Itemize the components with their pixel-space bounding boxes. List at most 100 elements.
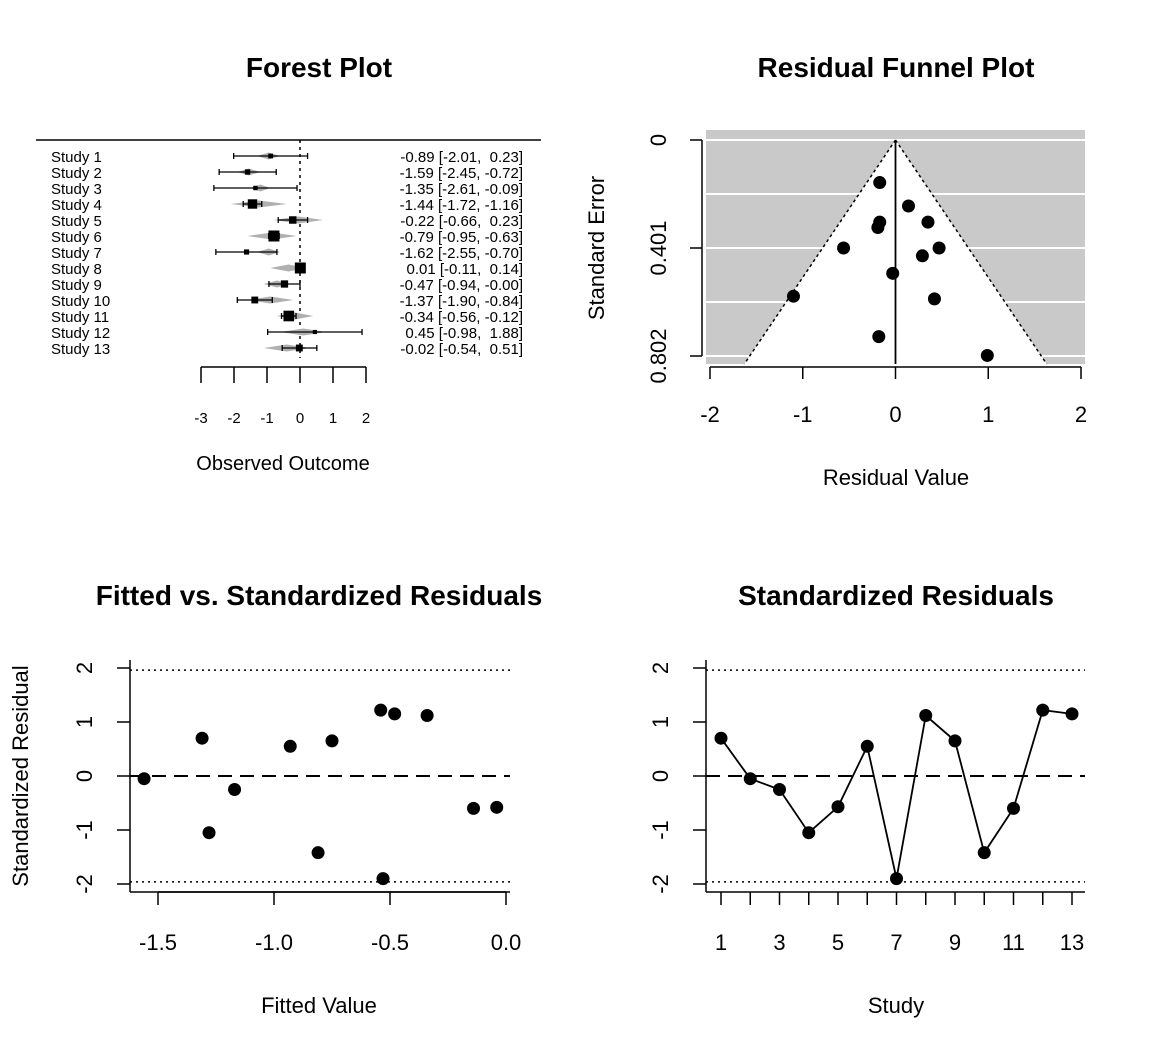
funnel-y-axis-label: Standard Error	[584, 176, 609, 320]
stdres-point	[890, 872, 903, 886]
fitted-x-tick-label: -1.0	[255, 930, 293, 955]
forest-estimate-square	[251, 296, 259, 304]
forest-estimate-square	[280, 280, 289, 288]
stdres-point	[743, 772, 757, 786]
funnel-y-tick-label: 0.401	[646, 220, 671, 275]
forest-study-label: Study 13	[51, 341, 110, 358]
forest-study-label: Study 12	[51, 325, 110, 342]
fitted-y-tick-label: 0	[72, 770, 97, 782]
stdres-point	[860, 739, 874, 753]
fitted-point	[490, 800, 504, 814]
forest-estimate-square	[247, 199, 258, 209]
funnel-x-tick-label: -2	[700, 402, 720, 427]
forest-study-label: Study 9	[51, 277, 102, 294]
forest-study-label: Study 3	[51, 181, 102, 198]
stdres-point	[1007, 801, 1020, 815]
stdres-point	[773, 783, 786, 796]
forest-study-label: Study 1	[51, 149, 102, 166]
forest-estimate-text: -1.35 [-2.61, -0.09]	[400, 181, 523, 198]
forest-estimate-square	[283, 310, 295, 322]
forest-study-label: Study 7	[51, 245, 102, 262]
fitted-point	[283, 739, 297, 753]
forest-estimate-square	[294, 262, 306, 274]
forest-estimate-text: -1.59 [-2.45, -0.72]	[400, 165, 523, 182]
fitted-point	[202, 826, 216, 840]
forest-estimate-square	[244, 169, 251, 175]
funnel-y-tick-label: 0.802	[646, 328, 671, 383]
funnel-point	[915, 249, 929, 263]
fitted-point	[467, 801, 481, 815]
funnel-point	[886, 266, 900, 280]
fitted-y-tick-label: -2	[72, 874, 97, 894]
forest-estimate-square	[243, 249, 250, 255]
forest-x-tick-label: 0	[296, 410, 304, 427]
forest-estimate-text: -0.02 [-0.54, 0.51]	[400, 341, 523, 358]
funnel-y-tick-label: 0	[646, 134, 671, 146]
stdres-y-tick-label: 1	[648, 716, 673, 728]
stdres-y-tick-label: 0	[648, 770, 673, 782]
fitted-x-tick-label: -1.5	[139, 930, 177, 955]
forest-study-label: Study 11	[51, 309, 109, 326]
forest-estimate-square	[253, 185, 258, 191]
fitted-vs-residuals-panel: Fitted vs. Standardized Residuals -2 -1 0 1 2…	[8, 580, 542, 1018]
funnel-x-axis-label: Residual Value	[823, 465, 969, 490]
stdres-x-tick-label: 5	[832, 930, 844, 955]
forest-estimate-square	[268, 153, 273, 159]
fitted-y-axis-label: Standardized Residual	[8, 665, 33, 886]
stdres-x-tick-label: 11	[1002, 930, 1025, 955]
forest-estimate-text: 0.01 [-0.11, 0.14]	[402, 261, 523, 278]
stdres-point	[1036, 703, 1050, 717]
stdres-y-tick-label: 2	[648, 662, 673, 674]
forest-study-label: Study 5	[51, 213, 102, 230]
fitted-plot-title: Fitted vs. Standardized Residuals	[96, 580, 543, 611]
forest-estimate-square	[312, 329, 317, 335]
fitted-point	[388, 707, 402, 721]
fitted-y-tick-label: 2	[72, 662, 97, 674]
forest-study-label: Study 4	[51, 197, 102, 214]
fitted-point	[228, 783, 242, 796]
forest-study-label: Study 8	[51, 261, 102, 278]
forest-estimate-square	[289, 216, 297, 224]
fitted-point	[311, 846, 325, 860]
stdres-point	[977, 846, 991, 860]
forest-plot-panel: Forest Plot Study 1 -0.89 [-2.01, 0.23] Stu…	[36, 52, 541, 475]
fitted-point	[325, 734, 339, 748]
fitted-x-axis-label: Fitted Value	[261, 993, 377, 1018]
forest-estimate-text: 0.45 [-0.98, 1.88]	[401, 325, 523, 342]
forest-study-label: Study 2	[51, 165, 102, 182]
stdres-series-line	[720, 709, 1073, 879]
funnel-point	[837, 241, 851, 255]
stdres-x-tick-label: 1	[715, 930, 727, 955]
forest-study-label: Study 6	[51, 229, 102, 246]
fitted-y-tick-label: 1	[72, 716, 97, 728]
stdres-point	[831, 800, 845, 814]
stdres-x-tick-label: 3	[773, 930, 785, 955]
funnel-plot-title: Residual Funnel Plot	[758, 52, 1035, 83]
forest-x-tick-label: 1	[329, 410, 337, 427]
forest-estimate-square	[295, 344, 303, 352]
stdres-x-axis-label: Study	[868, 993, 924, 1018]
stdres-point	[919, 709, 933, 723]
forest-estimate-square	[268, 230, 280, 242]
stdres-x-tick-label: 13	[1060, 930, 1084, 955]
funnel-point	[932, 241, 946, 255]
funnel-x-tick-label: 2	[1075, 402, 1087, 427]
forest-x-axis-label: Observed Outcome	[196, 453, 369, 475]
stdres-y-tick-label: -1	[648, 820, 673, 840]
stdres-point	[948, 734, 962, 748]
fitted-point	[376, 872, 390, 886]
forest-x-tick-label: -3	[194, 410, 207, 427]
funnel-x-tick-label: -1	[793, 402, 813, 427]
funnel-point	[872, 330, 886, 344]
forest-estimate-text: -0.79 [-0.95, -0.63]	[400, 229, 523, 246]
funnel-point	[921, 215, 935, 229]
fitted-y-tick-label: -1	[72, 820, 97, 840]
forest-estimate-text: -0.34 [-0.56, -0.12]	[400, 309, 523, 326]
forest-study-label: Study 10	[51, 293, 110, 310]
stdres-y-tick-label: -2	[648, 874, 673, 894]
funnel-x-tick-label: 1	[982, 402, 994, 427]
funnel-point	[927, 292, 941, 306]
funnel-point	[871, 221, 885, 235]
funnel-point	[786, 289, 800, 303]
